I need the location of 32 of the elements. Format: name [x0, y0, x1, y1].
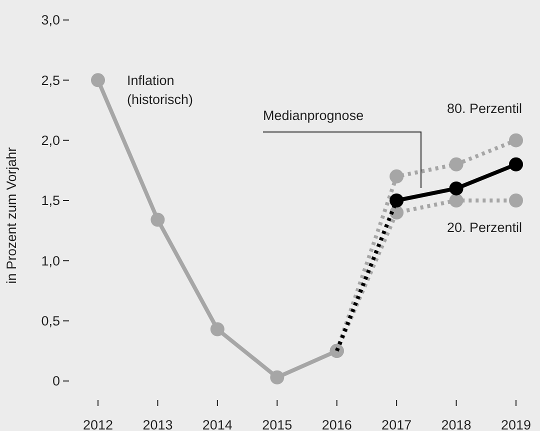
- y-tick-label: 3,0: [41, 12, 60, 28]
- point: [509, 194, 523, 208]
- y-tick-label: 2,0: [41, 133, 60, 148]
- x-tick-label: 2018: [441, 418, 472, 431]
- x-tick-label: 2013: [142, 418, 173, 431]
- y-tick-label: 1,5: [41, 193, 60, 208]
- series-label: 80. Perzentil: [446, 101, 522, 116]
- y-tick-label: 0: [52, 374, 60, 389]
- point: [509, 133, 523, 148]
- y-tick-label: 2,5: [41, 72, 60, 88]
- point: [449, 194, 464, 208]
- point: [390, 194, 404, 208]
- point: [91, 73, 105, 88]
- point: [210, 322, 224, 336]
- x-tick-label: 2014: [202, 418, 233, 431]
- point: [390, 169, 404, 184]
- x-tick-label: 2016: [322, 418, 352, 431]
- x-tick-label: 2015: [262, 418, 292, 431]
- point: [449, 181, 464, 196]
- text: Medianprognose: [263, 108, 364, 123]
- point: [509, 157, 523, 172]
- x-tick-label: 2012: [82, 418, 114, 431]
- y-axis-title: in Prozent zum Vorjahr: [4, 146, 19, 284]
- x-tick-label: 2017: [382, 418, 412, 431]
- x-tick-label: 2019: [500, 418, 532, 431]
- point: [449, 157, 464, 172]
- point: [270, 370, 284, 384]
- y-tick-label: 0,5: [41, 314, 60, 329]
- point: [150, 212, 165, 227]
- series-label: 20. Perzentil: [446, 220, 522, 235]
- series-label: Inflation (historisch): [127, 73, 194, 107]
- y-tick-label: 1,0: [41, 253, 60, 268]
